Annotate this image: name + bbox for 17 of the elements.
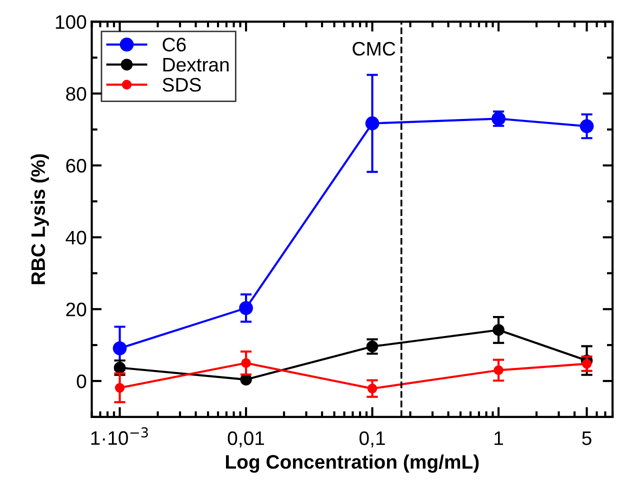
y-tick-label: 0 [76, 374, 86, 388]
x-tick-label: 1·10$^{−3}$ [91, 427, 148, 445]
x-axis-title: Log Concentration (mg/mL) [226, 454, 479, 473]
x-tick-label: 0,01 [228, 431, 264, 448]
y-tick-label: 100 [56, 15, 86, 29]
y-axis-title: RBC Lysis (%) [30, 154, 49, 284]
legend-label: Dextran [163, 58, 229, 72]
legend-label: C6 [162, 38, 186, 52]
legend-label: SDS [162, 78, 201, 92]
y-tick-label: 60 [66, 158, 86, 173]
x-tick-label: 0,1 [360, 431, 385, 448]
y-tick-label: 40 [66, 230, 86, 245]
ref-line-label: CMC [352, 42, 396, 56]
y-tick-label: 20 [66, 302, 86, 316]
x-tick-label: 1 [494, 432, 503, 445]
x-tick-label: 5 [582, 432, 592, 446]
y-tick-label: 80 [66, 87, 86, 101]
